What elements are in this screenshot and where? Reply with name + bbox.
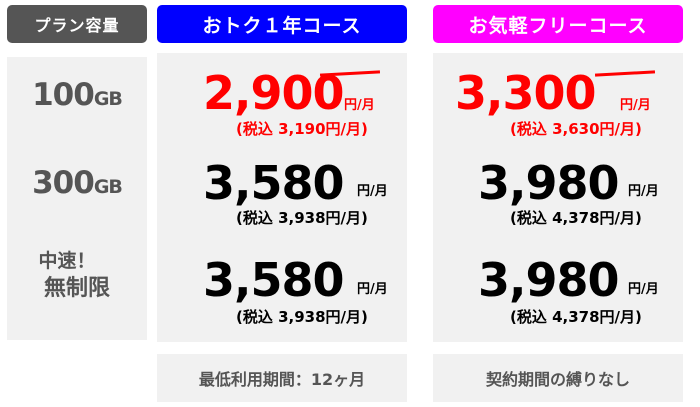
free-300gb-price: 3,980: [478, 156, 620, 210]
one-year-unlimited-unit: 円/月: [357, 282, 388, 297]
free-100gb-unit: 円/月: [620, 98, 651, 113]
free-course-header: お気軽フリーコース: [433, 5, 683, 43]
one-year-course-header: おトク１年コース: [157, 5, 407, 43]
free-no-commitment: 契約期間の縛りなし: [433, 354, 683, 402]
capacity-100gb: 100GB: [32, 77, 123, 113]
capacity-header: プラン容量: [7, 5, 147, 43]
one-year-300gb-unit: 円/月: [357, 184, 388, 199]
capacity-unlimited: 中速！ 無制限: [38, 250, 110, 301]
free-unlimited-tax: (税込 4,378円/月): [510, 308, 642, 326]
capacity-300gb: 300GB: [32, 165, 123, 201]
free-300gb-tax: (税込 4,378円/月): [510, 209, 642, 227]
one-year-100gb-tax: (税込 3,190円/月): [236, 120, 368, 138]
capacity-column: 100GB 300GB 中速！ 無制限: [7, 57, 147, 340]
free-100gb-price: 3,300: [455, 66, 597, 120]
free-unlimited-unit: 円/月: [628, 282, 659, 297]
free-300gb-unit: 円/月: [628, 184, 659, 199]
free-unlimited-price: 3,980: [478, 253, 620, 307]
one-year-unlimited-tax: (税込 3,938円/月): [236, 308, 368, 326]
one-year-100gb-price: 2,900: [203, 66, 345, 120]
one-year-300gb-price: 3,580: [203, 156, 345, 210]
one-year-unlimited-price: 3,580: [203, 253, 345, 307]
one-year-100gb-unit: 円/月: [344, 98, 375, 113]
one-year-300gb-tax: (税込 3,938円/月): [236, 209, 368, 227]
free-100gb-tax: (税込 3,630円/月): [510, 120, 642, 138]
free-course-column: [433, 53, 683, 342]
one-year-min-period: 最低利用期間：12ヶ月: [157, 354, 407, 402]
one-year-course-column: [157, 53, 407, 342]
